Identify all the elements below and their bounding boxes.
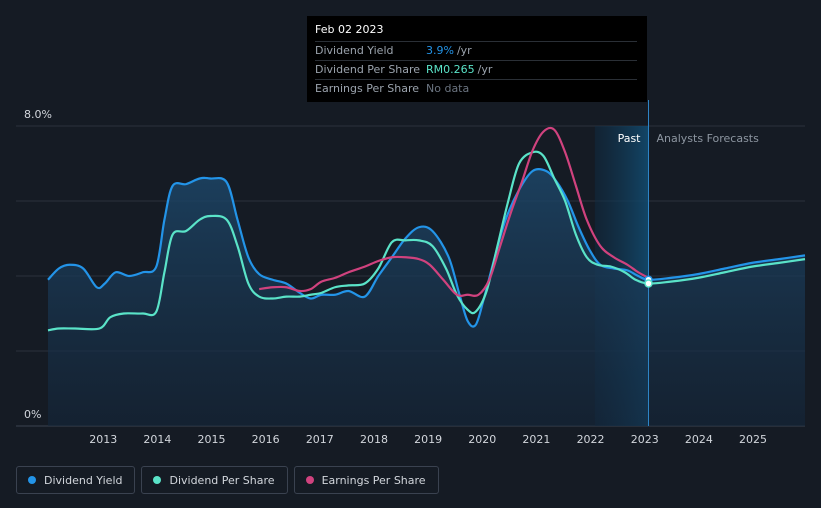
chart-legend: Dividend Yield Dividend Per Share Earnin…	[16, 466, 445, 494]
dividend-per-share-line	[47, 150, 806, 332]
current-value-marker	[644, 279, 653, 288]
x-axis: 2013 2014 2015 2016 2017 2018 2019 2020 2021 2022…	[89, 433, 767, 446]
tooltip-row-dividend-yield: Dividend Yield 3.9% /yr	[315, 41, 637, 60]
legend-label: Dividend Per Share	[169, 473, 275, 487]
marker-layer	[644, 275, 653, 288]
x-tick-label: 2018	[360, 433, 388, 446]
tooltip-label: Dividend Per Share	[315, 63, 421, 76]
tooltip-row-dividend-per-share: Dividend Per Share RM0.265 /yr	[315, 60, 637, 79]
x-tick-label: 2024	[685, 433, 713, 446]
x-tick-label: 2017	[306, 433, 334, 446]
tooltip-date: Feb 02 2023	[315, 23, 384, 36]
legend-item-earnings-per-share[interactable]: Earnings Per Share	[293, 466, 439, 494]
x-tick-label: 2021	[522, 433, 550, 446]
legend-item-dividend-yield[interactable]: Dividend Yield	[16, 466, 136, 494]
dividend-yield-area	[48, 169, 805, 426]
area-layer	[48, 169, 805, 426]
tooltip-label: Dividend Yield	[315, 44, 394, 57]
x-tick-label: 2020	[468, 433, 496, 446]
tooltip-value: 3.9%	[426, 44, 454, 57]
x-tick-label: 2019	[414, 433, 442, 446]
y-axis-top-label: 8.0%	[24, 108, 52, 121]
x-tick-label: 2016	[252, 433, 280, 446]
legend-dot-icon	[153, 476, 162, 484]
x-tick-label: 2023	[631, 433, 659, 446]
tooltip-value: RM0.265	[426, 63, 475, 76]
legend-dot-icon	[28, 476, 36, 484]
y-axis-bottom-label: 0%	[24, 408, 41, 421]
legend-label: Earnings Per Share	[321, 473, 426, 487]
tooltip-unit: /yr	[477, 63, 493, 76]
tooltip-label: Earnings Per Share	[315, 82, 420, 95]
x-tick-label: 2013	[89, 433, 117, 446]
chart-tooltip: Feb 02 2023 Dividend Yield 3.9% /yr Divi…	[307, 16, 647, 102]
past-label: Past	[618, 132, 642, 145]
legend-dot-icon	[305, 476, 314, 484]
x-tick-label: 2022	[577, 433, 605, 446]
earnings-per-share-line	[259, 126, 650, 297]
series-lines	[47, 126, 806, 332]
x-tick-label: 2025	[739, 433, 767, 446]
tooltip-unit: /yr	[456, 44, 472, 57]
x-tick-label: 2015	[198, 433, 226, 446]
x-tick-label: 2014	[143, 433, 171, 446]
legend-label: Dividend Yield	[44, 473, 123, 487]
tooltip-row-earnings-per-share: Earnings Per Share No data	[315, 79, 637, 98]
forecast-label: Analysts Forecasts	[657, 132, 760, 145]
legend-item-dividend-per-share[interactable]: Dividend Per Share	[141, 466, 288, 494]
tooltip-value: No data	[426, 82, 470, 95]
